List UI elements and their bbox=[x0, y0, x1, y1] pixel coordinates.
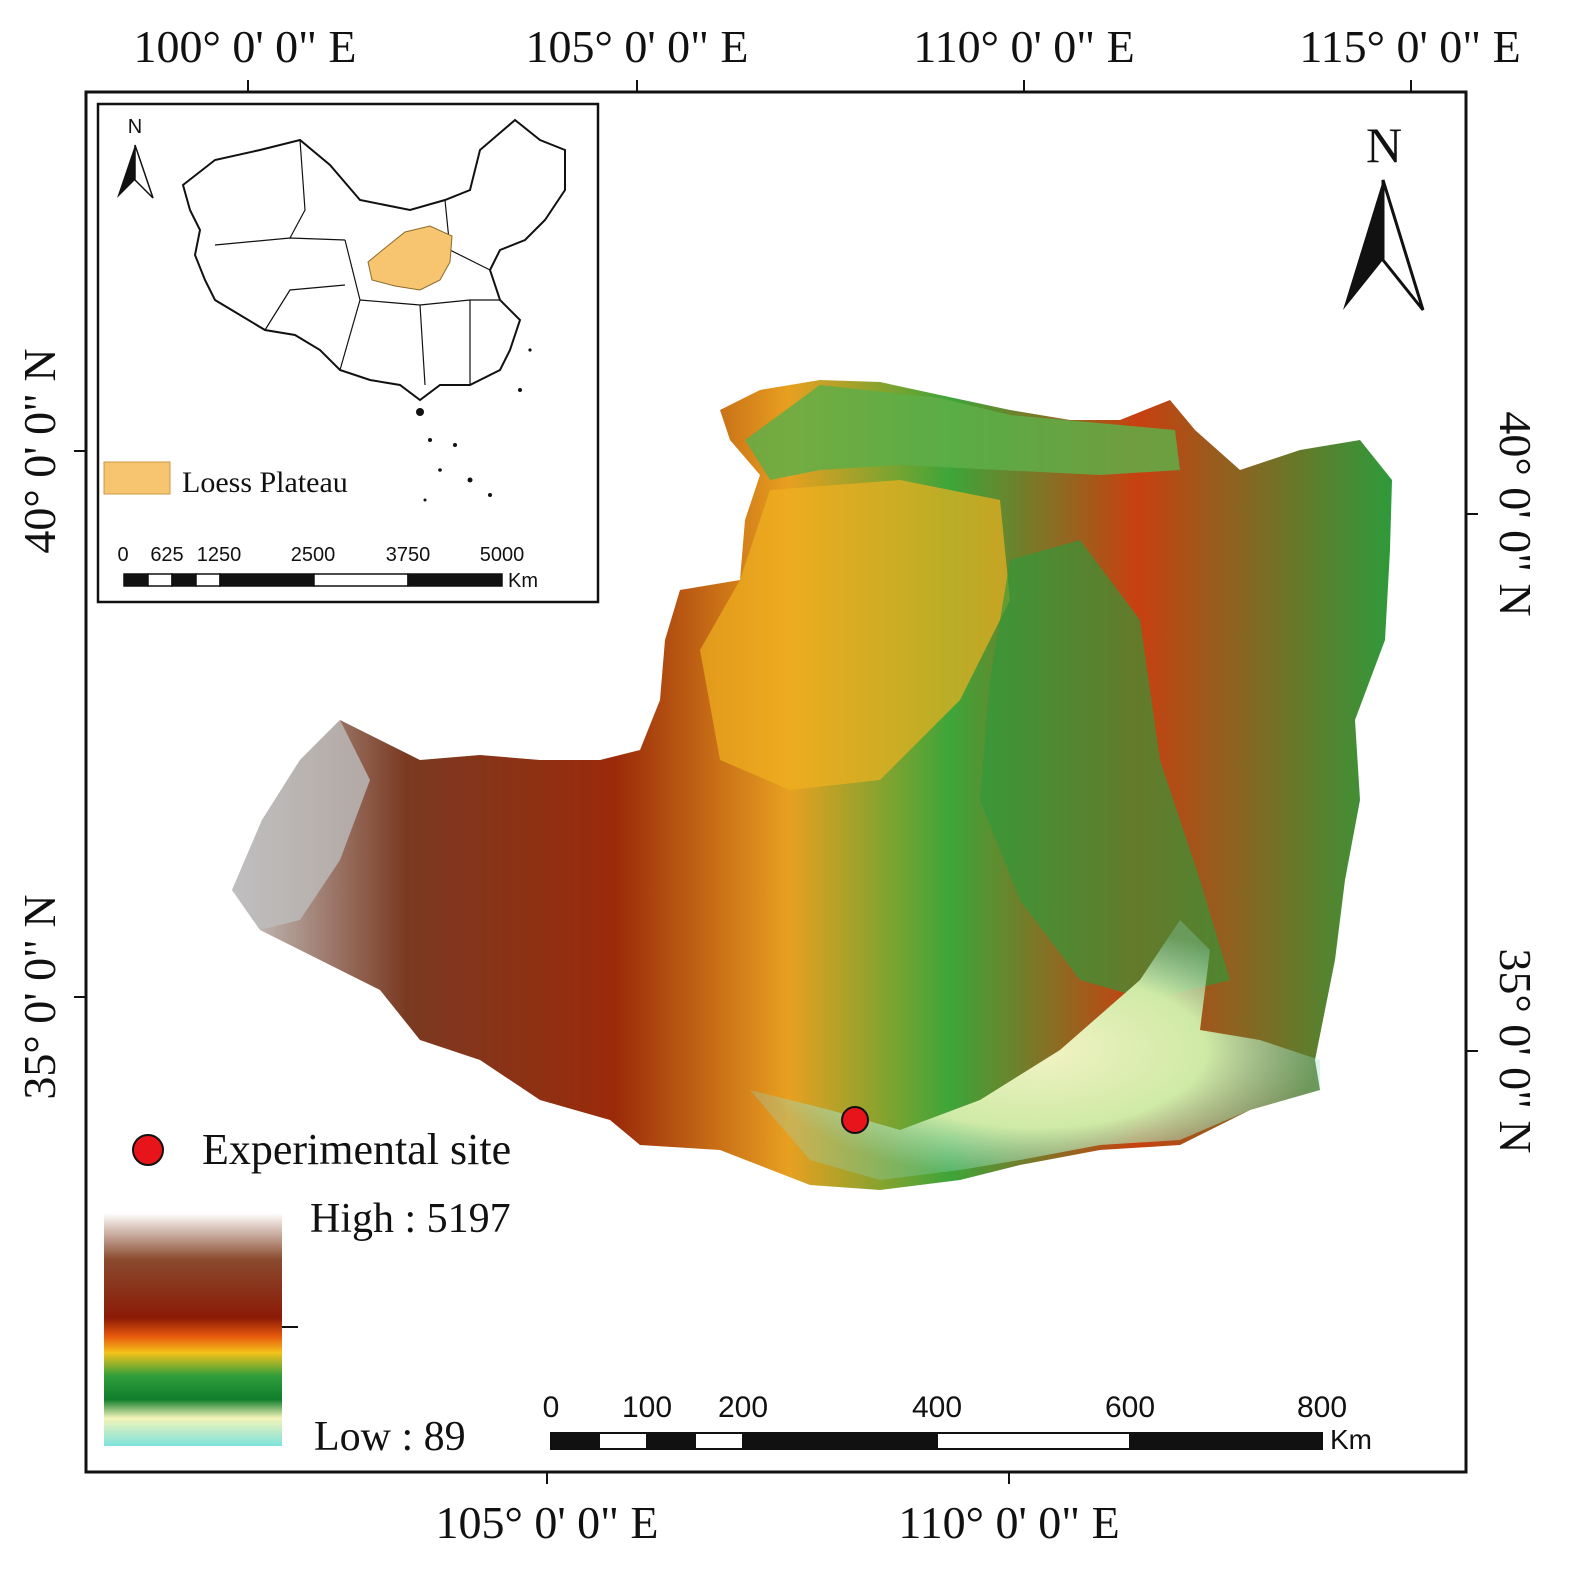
western-highlands-gray bbox=[232, 720, 370, 930]
elevation-color-ramp bbox=[104, 1213, 282, 1446]
inset-scale-unit: Km bbox=[508, 570, 538, 592]
scale-bar-label: 0 bbox=[543, 1391, 560, 1424]
graticule-top-label: 115° 0' 0" E bbox=[1299, 21, 1520, 72]
scale-bar-label: 100 bbox=[622, 1391, 672, 1424]
experimental-site-marker bbox=[841, 1106, 869, 1134]
graticule-left-label: 35° 0' 0" N bbox=[14, 894, 65, 1099]
scale-bar-label: 200 bbox=[718, 1391, 768, 1424]
north-arrow-main: N bbox=[1343, 117, 1425, 311]
north-arrow-left-half bbox=[1343, 180, 1383, 310]
central-orange bbox=[700, 480, 1010, 790]
inset-islands bbox=[416, 348, 532, 502]
graticule-ticks bbox=[74, 80, 1478, 1484]
inset-scale-label: 1250 bbox=[197, 544, 242, 566]
inset-north-label: N bbox=[128, 116, 142, 138]
eastern-green bbox=[980, 540, 1230, 1000]
inset-scale-label: 625 bbox=[150, 544, 183, 566]
scale-bar-label: 800 bbox=[1297, 1391, 1347, 1424]
graticule-left-label: 40° 0' 0" N bbox=[14, 348, 65, 553]
map-frame bbox=[84, 90, 1468, 1474]
graticule-bottom-label: 105° 0' 0" E bbox=[435, 1497, 658, 1548]
scale-bar-unit: Km bbox=[1330, 1424, 1372, 1455]
inset-scale-label: 0 bbox=[117, 544, 128, 566]
north-arrow-label: N bbox=[1366, 117, 1402, 173]
inset-north-arrow: N bbox=[117, 116, 154, 199]
elevation-low-label: Low : 89 bbox=[314, 1414, 466, 1460]
legend-site-label: Experimental site bbox=[202, 1125, 511, 1174]
north-arrow-right-half bbox=[1381, 179, 1425, 311]
elevation-raster bbox=[232, 380, 1392, 1190]
graticule-right-label: 35° 0' 0" N bbox=[1490, 948, 1541, 1153]
inset-scale-label: 2500 bbox=[291, 544, 336, 566]
graticule-right-label: 40° 0' 0" N bbox=[1490, 411, 1541, 616]
scale-bar-segments bbox=[550, 1432, 1323, 1450]
graticule-bottom-label: 110° 0' 0" E bbox=[898, 1497, 1119, 1548]
northern-desert-green bbox=[745, 385, 1180, 480]
inset-loess-plateau bbox=[367, 225, 453, 291]
legend-site-symbol bbox=[132, 1134, 164, 1166]
inset-scale-bar bbox=[123, 573, 503, 587]
scale-bar-label: 600 bbox=[1105, 1391, 1155, 1424]
inset-scale-label: 3750 bbox=[386, 544, 431, 566]
graticule-top-label: 100° 0' 0" E bbox=[133, 21, 356, 72]
scale-bar: 0 100 200 400 600 800 Km bbox=[543, 1391, 1372, 1455]
scale-bar-label: 400 bbox=[912, 1391, 962, 1424]
inset-map: N Loess Plateau 0 625 12 bbox=[96, 102, 600, 604]
inset-legend-swatch bbox=[103, 461, 171, 495]
inset-north-arrow-left bbox=[117, 145, 135, 198]
graticule-top-label: 110° 0' 0" E bbox=[913, 21, 1134, 72]
inset-province-lines bbox=[214, 139, 500, 386]
elevation-high-label: High : 5197 bbox=[310, 1196, 511, 1242]
weihe-valley bbox=[750, 920, 1320, 1180]
inset-north-arrow-right bbox=[134, 144, 154, 199]
graticule-top-label: 105° 0' 0" E bbox=[525, 21, 748, 72]
inset-scale-label: 5000 bbox=[480, 544, 525, 566]
inset-legend-label: Loess Plateau bbox=[182, 466, 348, 499]
